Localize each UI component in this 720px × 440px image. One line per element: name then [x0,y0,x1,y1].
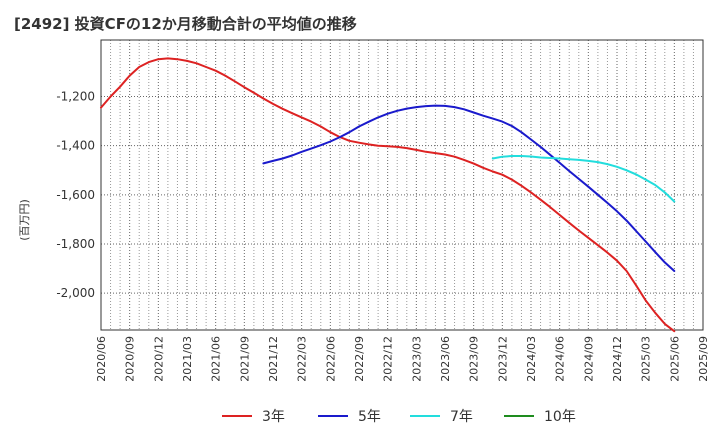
y-tick-label: -1,600 [56,188,95,202]
y-tick-label: -1,200 [56,90,95,104]
x-tick-label: 2025/03 [640,336,653,382]
x-tick-label: 2023/06 [439,336,452,382]
x-tick-label: 2023/12 [496,336,509,382]
y-tick-label: -1,800 [56,237,95,251]
x-tick-label: 2022/03 [296,336,309,382]
x-tick-label: 2022/09 [353,336,366,382]
series-line-5年 [262,104,676,272]
chart-legend: 3年 5年 7年 10年 [0,404,720,428]
x-tick-label: 2022/06 [324,336,337,382]
series-line-7年 [491,155,676,203]
x-tick-label: 2023/03 [410,336,423,382]
x-tick-label: 2020/09 [124,336,137,382]
legend-item-3y: 3年 [222,404,285,428]
legend-label-5y: 5年 [358,409,381,425]
legend-label-10y: 10年 [544,409,576,425]
x-tick-label: 2020/12 [152,336,165,382]
x-tick-label: 2024/03 [525,336,538,382]
legend-swatch-3y [222,415,252,417]
series-line-3年 [100,57,676,333]
x-tick-label: 2023/09 [468,336,481,382]
y-tick-label: -2,000 [56,286,95,300]
x-tick-label: 2020/06 [95,336,108,382]
x-tick-label: 2024/09 [582,336,595,382]
y-tick-label: -1,400 [56,139,95,153]
legend-item-5y: 5年 [318,404,381,428]
x-tick-label: 2025/09 [697,336,710,382]
legend-item-7y: 7年 [410,404,473,428]
plot-border [100,39,704,331]
legend-item-10y: 10年 [504,404,576,428]
chart-title: [2492] 投資CFの12か月移動合計の平均値の推移 [14,15,357,33]
legend-label-7y: 7年 [450,409,473,425]
legend-swatch-5y [318,415,348,417]
x-tick-label: 2021/06 [210,336,223,382]
x-tick-label: 2024/06 [554,336,567,382]
legend-label-3y: 3年 [262,409,285,425]
legend-swatch-7y [410,415,440,417]
x-tick-label: 2021/03 [181,336,194,382]
x-tick-label: 2021/09 [238,336,251,382]
x-tick-label: 2024/12 [611,336,624,382]
legend-swatch-10y [504,415,534,417]
x-tick-label: 2025/06 [668,336,681,382]
x-tick-label: 2022/12 [382,336,395,382]
x-tick-label: 2021/12 [267,336,280,382]
